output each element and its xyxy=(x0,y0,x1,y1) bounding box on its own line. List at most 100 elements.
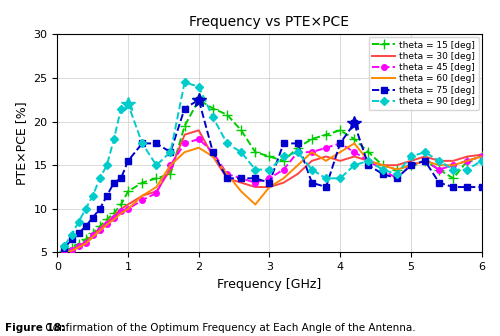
theta = 15 [deg] xyxy=(224,113,230,117)
Line: theta = 75 [deg]: theta = 75 [deg] xyxy=(62,97,484,251)
theta = 60 [deg] xyxy=(210,155,216,159)
theta = 90 [deg] xyxy=(104,163,110,167)
theta = 90 [deg] xyxy=(252,168,258,172)
theta = 45 [deg] xyxy=(323,146,329,150)
theta = 45 [deg] xyxy=(82,241,88,245)
theta = 15 [deg] xyxy=(82,237,88,241)
theta = 45 [deg] xyxy=(238,176,244,180)
theta = 45 [deg] xyxy=(104,222,110,226)
theta = 45 [deg] xyxy=(111,216,117,220)
theta = 75 [deg] xyxy=(408,163,414,167)
theta = 15 [deg] xyxy=(252,150,258,154)
theta = 60 [deg] xyxy=(266,185,272,189)
theta = 75 [deg] xyxy=(238,176,244,180)
theta = 15 [deg] xyxy=(76,242,82,246)
Line: theta = 60 [deg]: theta = 60 [deg] xyxy=(64,143,482,252)
theta = 30 [deg] xyxy=(196,128,202,132)
theta = 15 [deg] xyxy=(266,155,272,159)
theta = 75 [deg] xyxy=(154,141,160,145)
theta = 90 [deg] xyxy=(139,141,145,145)
theta = 60 [deg] xyxy=(366,159,372,163)
theta = 60 [deg] xyxy=(111,217,117,221)
theta = 30 [deg] xyxy=(252,185,258,189)
theta = 30 [deg] xyxy=(294,172,300,176)
theta = 90 [deg] xyxy=(422,150,428,154)
theta = 15 [deg] xyxy=(394,168,400,172)
theta = 30 [deg] xyxy=(436,159,442,163)
theta = 15 [deg] xyxy=(450,176,456,180)
Legend: theta = 15 [deg], theta = 30 [deg], theta = 45 [deg], theta = 60 [deg], theta = : theta = 15 [deg], theta = 30 [deg], thet… xyxy=(368,37,479,110)
theta = 45 [deg] xyxy=(294,150,300,154)
theta = 45 [deg] xyxy=(408,163,414,167)
theta = 15 [deg] xyxy=(68,246,74,250)
theta = 90 [deg] xyxy=(352,163,358,167)
theta = 60 [deg] xyxy=(309,150,315,154)
theta = 60 [deg] xyxy=(118,211,124,215)
theta = 15 [deg] xyxy=(422,159,428,163)
theta = 75 [deg] xyxy=(76,231,82,235)
theta = 30 [deg] xyxy=(450,159,456,163)
theta = 15 [deg] xyxy=(154,176,160,180)
theta = 15 [deg] xyxy=(436,168,442,172)
theta = 60 [deg] xyxy=(196,146,202,150)
theta = 45 [deg] xyxy=(118,209,124,213)
theta = 75 [deg] xyxy=(266,181,272,185)
theta = 60 [deg] xyxy=(125,207,131,211)
theta = 15 [deg] xyxy=(323,133,329,137)
Line: theta = 90 [deg]: theta = 90 [deg] xyxy=(62,80,484,248)
theta = 45 [deg] xyxy=(210,150,216,154)
theta = 75 [deg] xyxy=(196,98,202,102)
theta = 60 [deg] xyxy=(408,163,414,167)
theta = 75 [deg] xyxy=(294,141,300,145)
theta = 45 [deg] xyxy=(422,159,428,163)
theta = 60 [deg] xyxy=(224,172,230,176)
theta = 90 [deg] xyxy=(436,159,442,163)
theta = 15 [deg] xyxy=(196,98,202,102)
theta = 45 [deg] xyxy=(394,176,400,180)
Line: theta = 30 [deg]: theta = 30 [deg] xyxy=(64,130,482,252)
theta = 60 [deg] xyxy=(337,150,343,154)
theta = 60 [deg] xyxy=(82,242,88,246)
theta = 90 [deg] xyxy=(168,150,173,154)
Title: Frequency vs PTE×PCE: Frequency vs PTE×PCE xyxy=(190,15,350,29)
theta = 90 [deg] xyxy=(82,207,88,211)
theta = 45 [deg] xyxy=(266,176,272,180)
theta = 75 [deg] xyxy=(62,246,68,250)
theta = 15 [deg] xyxy=(118,203,124,207)
theta = 75 [deg] xyxy=(394,176,400,180)
theta = 45 [deg] xyxy=(224,172,230,176)
theta = 75 [deg] xyxy=(68,237,74,241)
theta = 75 [deg] xyxy=(352,121,358,125)
theta = 60 [deg] xyxy=(238,190,244,194)
theta = 60 [deg] xyxy=(68,249,74,253)
theta = 75 [deg] xyxy=(118,176,124,180)
theta = 75 [deg] xyxy=(309,181,315,185)
theta = 60 [deg] xyxy=(294,163,300,167)
Text: Figure 18:: Figure 18: xyxy=(5,323,65,333)
theta = 15 [deg] xyxy=(125,190,131,194)
theta = 15 [deg] xyxy=(104,217,110,221)
theta = 15 [deg] xyxy=(182,124,188,128)
theta = 90 [deg] xyxy=(196,85,202,89)
X-axis label: Frequency [GHz]: Frequency [GHz] xyxy=(218,278,322,291)
theta = 15 [deg] xyxy=(210,107,216,111)
theta = 60 [deg] xyxy=(168,163,173,167)
theta = 45 [deg] xyxy=(76,244,82,248)
theta = 15 [deg] xyxy=(280,159,286,163)
theta = 45 [deg] xyxy=(366,159,372,163)
theta = 60 [deg] xyxy=(380,163,386,167)
theta = 60 [deg] xyxy=(352,141,358,145)
theta = 60 [deg] xyxy=(464,159,470,163)
theta = 90 [deg] xyxy=(76,220,82,224)
theta = 45 [deg] xyxy=(352,150,358,154)
theta = 75 [deg] xyxy=(422,159,428,163)
theta = 30 [deg] xyxy=(210,155,216,159)
theta = 75 [deg] xyxy=(168,150,173,154)
theta = 30 [deg] xyxy=(323,155,329,159)
theta = 30 [deg] xyxy=(266,185,272,189)
theta = 15 [deg] xyxy=(380,163,386,167)
theta = 45 [deg] xyxy=(196,137,202,141)
theta = 30 [deg] xyxy=(139,194,145,198)
theta = 90 [deg] xyxy=(90,194,96,198)
theta = 75 [deg] xyxy=(478,185,484,189)
